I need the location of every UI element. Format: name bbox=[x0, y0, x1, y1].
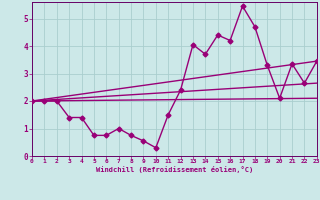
X-axis label: Windchill (Refroidissement éolien,°C): Windchill (Refroidissement éolien,°C) bbox=[96, 166, 253, 173]
